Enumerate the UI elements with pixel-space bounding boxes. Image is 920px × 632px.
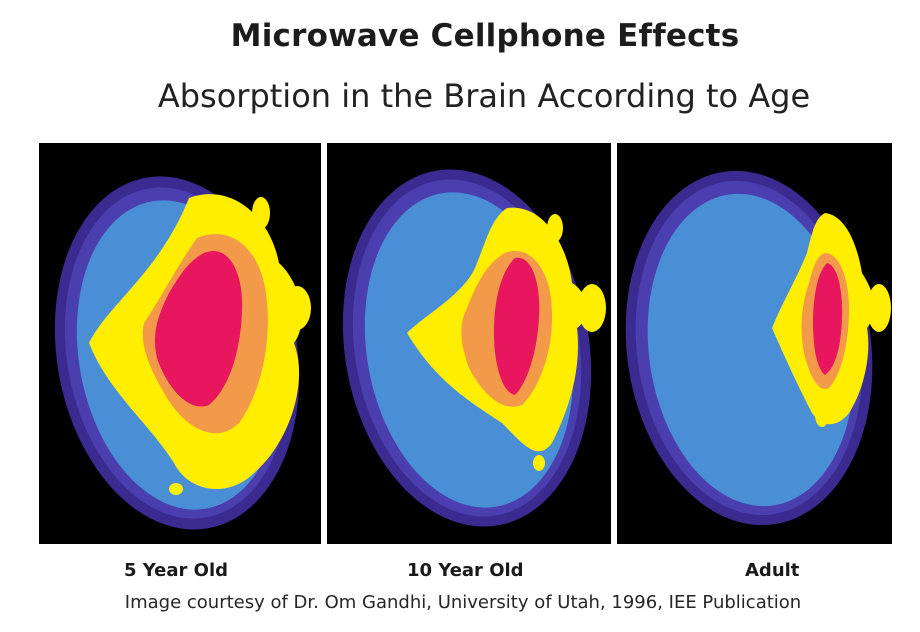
panel-label-5-year-old: 5 Year Old xyxy=(124,560,229,581)
absorption-image-10-year-old xyxy=(327,143,611,544)
figure-subtitle: Absorption in the Brain According to Age xyxy=(157,77,811,115)
absorption-image-adult xyxy=(617,143,892,544)
panel-label-adult: Adult xyxy=(745,560,800,581)
figure-title: Microwave Cellphone Effects xyxy=(230,18,740,54)
image-credit: Image courtesy of Dr. Om Gandhi, Univers… xyxy=(124,592,802,613)
panel-label-10-year-old: 10 Year Old xyxy=(407,560,524,581)
absorption-image-5-year-old xyxy=(39,143,321,544)
